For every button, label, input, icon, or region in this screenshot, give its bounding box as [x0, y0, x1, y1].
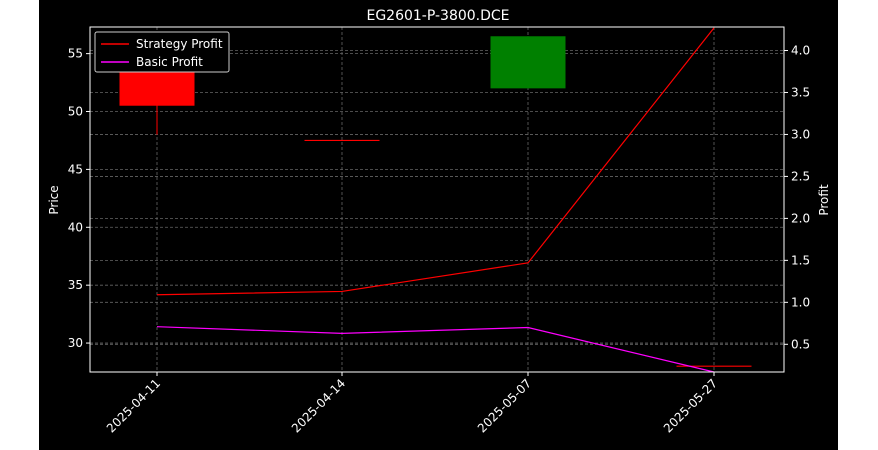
x-axis: 2025-04-11 2025-04-14 2025-05-07 2025-05-27: [104, 372, 720, 435]
left-axis: 30 35 40 45 50 55: [68, 47, 90, 350]
right-axis: 0.5 1.0 1.5 2.0 2.5 3.0 3.5 4.0: [784, 44, 810, 351]
candle-body-2: [490, 36, 566, 89]
chart-figure: EG2601-P-3800.DCE 30 35 40 45 50 55 0.5 1.0 1.5…: [39, 0, 838, 450]
lines-layer: [156, 27, 715, 373]
right-tick-label-3.5: 3.5: [791, 85, 810, 99]
right-tick-label-0.5: 0.5: [791, 337, 810, 351]
x-tick-label-1: 2025-04-14: [289, 376, 348, 435]
right-tick-label-2.5: 2.5: [791, 169, 810, 183]
series-line-0: [156, 27, 715, 296]
left-tick-label-55: 55: [68, 47, 83, 61]
left-tick-label-35: 35: [68, 278, 83, 292]
left-tick-label-40: 40: [68, 220, 83, 234]
right-tick-label-3: 3.0: [791, 127, 810, 141]
right-tick-label-2: 2.0: [791, 211, 810, 225]
right-tick-label-1: 1.0: [791, 295, 810, 309]
x-tick-label-0: 2025-04-11: [104, 376, 163, 435]
left-tick-label-30: 30: [68, 336, 83, 350]
grid-layer: [90, 27, 784, 372]
left-axis-label: Price: [47, 185, 61, 214]
candles-layer: [119, 36, 752, 367]
plot-frame: [89, 26, 785, 373]
x-tick-label-2: 2025-05-07: [475, 376, 534, 435]
legend-label-strategy: Strategy Profit: [136, 37, 223, 51]
left-tick-label-45: 45: [68, 162, 83, 176]
chart-svg: EG2601-P-3800.DCE 30 35 40 45 50 55 0.5 1.0 1.5…: [47, 8, 831, 435]
right-axis-label: Profit: [817, 184, 831, 216]
left-tick-label-50: 50: [68, 105, 83, 119]
right-tick-label-4: 4.0: [791, 44, 810, 58]
right-tick-label-1.5: 1.5: [791, 253, 810, 267]
series-line-1: [156, 326, 715, 373]
x-tick-label-3: 2025-05-27: [661, 376, 720, 435]
chart-title: EG2601-P-3800.DCE: [366, 8, 509, 24]
legend-label-basic: Basic Profit: [136, 55, 203, 69]
legend: Strategy Profit Basic Profit: [94, 31, 230, 73]
